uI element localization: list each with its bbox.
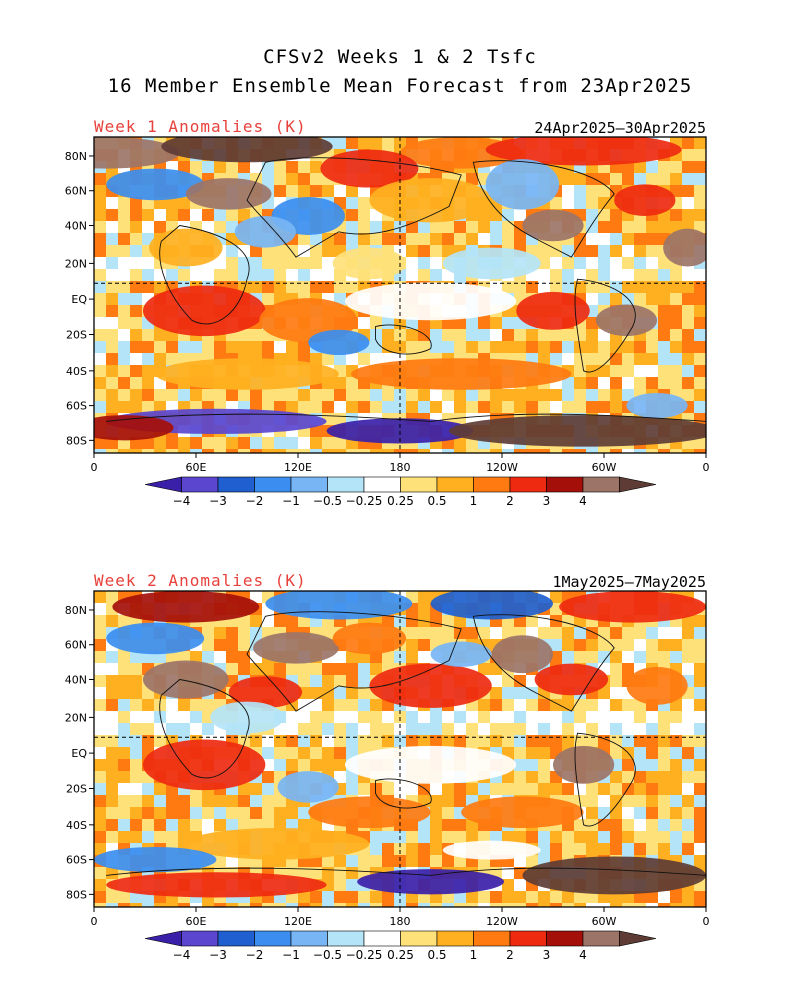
colorbar-label: −3 [209, 948, 227, 962]
lon-label: 180 [390, 915, 411, 928]
colorbar-swatch [473, 930, 511, 947]
lat-label: 80S [66, 888, 87, 901]
chart-subtitle: 16 Member Ensemble Mean Forecast from 23… [107, 75, 693, 97]
colorbar-label: 4 [579, 494, 587, 508]
lat-label: 20S [66, 329, 87, 342]
lat-label: 40N [65, 673, 87, 686]
colorbar-swatch [473, 476, 511, 493]
colorbar-swatch [363, 930, 401, 947]
colorbar-label: 2 [506, 494, 514, 508]
colorbar-label: −0.5 [313, 494, 342, 508]
colorbar-label: −3 [209, 494, 227, 508]
lat-label: 40N [65, 219, 87, 232]
colorbar-label: −1 [282, 494, 300, 508]
lat-label: 20N [65, 257, 87, 270]
lon-label: 60E [186, 461, 207, 474]
colorbar-swatch [582, 930, 620, 947]
panel2-label: Week 2 Anomalies (K) [94, 571, 307, 590]
colorbar-label: −0.25 [346, 494, 383, 508]
colorbar-swatch [217, 476, 255, 493]
lon-label: 180 [390, 461, 411, 474]
colorbar-label: −4 [173, 494, 191, 508]
colorbar-label: 0.25 [387, 948, 414, 962]
colorbar-label: 0.25 [387, 494, 414, 508]
colorbar-swatch [509, 930, 547, 947]
chart-title: CFSv2 Weeks 1 & 2 Tsfc [263, 46, 537, 68]
colorbar-label: 4 [579, 948, 587, 962]
panel1-label: Week 1 Anomalies (K) [94, 117, 307, 136]
colorbar-2: −4 −3 −2 −1 −0.5 −0.25 0.25 0.5 1 2 3 4 [144, 930, 657, 962]
colorbar-swatch [619, 476, 657, 493]
lat-label: 80N [65, 604, 87, 617]
colorbar-label: −1 [282, 948, 300, 962]
colorbar-swatch [254, 930, 292, 947]
colorbar-label: 1 [470, 494, 478, 508]
lon-label: 0 [91, 915, 98, 928]
lat-label: 60S [66, 400, 87, 413]
colorbar-swatch [181, 476, 219, 493]
colorbar-swatch [327, 476, 365, 493]
panel1-date-range: 24Apr2025—30Apr2025 [534, 119, 706, 137]
colorbar-1: −4 −3 −2 −1 −0.5 −0.25 0.25 0.5 1 2 3 4 [144, 476, 657, 508]
lon-label: 0 [703, 915, 710, 928]
panel2-date-range: 1May2025—7May2025 [552, 573, 706, 591]
lon-label: 120W [486, 461, 518, 474]
colorbar-label: 1 [470, 948, 478, 962]
colorbar-swatch [619, 930, 657, 947]
colorbar-swatch [254, 476, 292, 493]
lat-label: 60S [66, 854, 87, 867]
lat-label: 20N [65, 711, 87, 724]
colorbar-swatch [217, 930, 255, 947]
lat-label: 60N [65, 185, 87, 198]
colorbar-swatch [290, 930, 328, 947]
colorbar-label: −4 [173, 948, 191, 962]
lat-label: 80N [65, 150, 87, 163]
lon-label: 120E [284, 915, 312, 928]
anomaly-field [94, 137, 706, 453]
colorbar-swatch [582, 476, 620, 493]
colorbar-swatch [181, 930, 219, 947]
lat-label: 80S [66, 434, 87, 447]
lat-label: 40S [66, 365, 87, 378]
lon-label: 0 [703, 461, 710, 474]
colorbar-label: 0.5 [427, 948, 446, 962]
colorbar-swatch [546, 930, 584, 947]
lon-label: 60W [592, 915, 617, 928]
lon-label: 60E [186, 915, 207, 928]
colorbar-swatch [400, 476, 438, 493]
colorbar-label: −2 [246, 494, 264, 508]
map-panel-2: 80N 60N 40N 20N EQ 20S 40S 60S 80S 0 60E 120E 180 120… [65, 590, 710, 928]
colorbar-label: −0.25 [346, 948, 383, 962]
lat-label: 60N [65, 639, 87, 652]
lon-label: 120W [486, 915, 518, 928]
colorbar-label: −2 [246, 948, 264, 962]
lon-label: 60W [592, 461, 617, 474]
lat-label: 40S [66, 819, 87, 832]
colorbar-swatch [327, 930, 365, 947]
colorbar-label: −0.5 [313, 948, 342, 962]
colorbar-swatch [509, 476, 547, 493]
colorbar-swatch [144, 476, 182, 493]
colorbar-swatch [436, 930, 474, 947]
lat-label: 20S [66, 783, 87, 796]
colorbar-swatch [290, 476, 328, 493]
lat-label: EQ [71, 293, 87, 306]
lon-label: 0 [91, 461, 98, 474]
colorbar-swatch [144, 930, 182, 947]
map-panel-1: 80N 60N 40N 20N EQ 20S 40S 60S 80S 0 60E 120E 180 120… [65, 136, 710, 474]
colorbar-label: 3 [543, 494, 551, 508]
colorbar-swatch [436, 476, 474, 493]
colorbar-label: 3 [543, 948, 551, 962]
colorbar-swatch [400, 930, 438, 947]
colorbar-swatch [546, 476, 584, 493]
lon-label: 120E [284, 461, 312, 474]
lat-label: EQ [71, 747, 87, 760]
colorbar-label: 2 [506, 948, 514, 962]
colorbar-swatch [363, 476, 401, 493]
colorbar-label: 0.5 [427, 494, 446, 508]
